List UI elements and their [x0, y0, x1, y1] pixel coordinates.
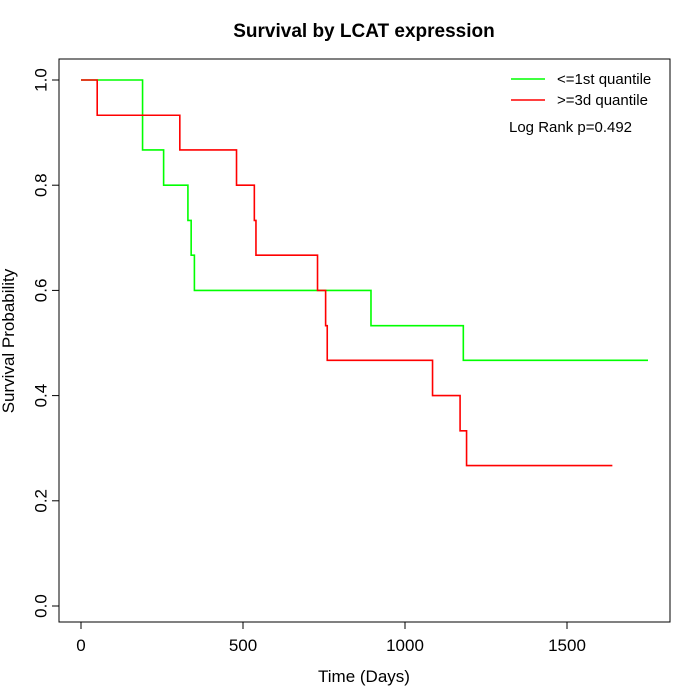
y-tick-label: 0.2: [31, 489, 50, 513]
legend: <=1st quantile >=3d quantile: [511, 71, 651, 109]
legend-label: >=3d quantile: [557, 92, 648, 109]
survival-curve-1: [81, 79, 648, 362]
y-tick-label: 0.0: [31, 594, 50, 618]
x-axis-label: Time (Days): [318, 667, 410, 686]
plot-frame: [58, 58, 671, 623]
x-tick-label: 1000: [386, 636, 424, 655]
y-axis-label: Survival Probability: [0, 268, 18, 413]
chart-title: Survival by LCAT expression: [233, 21, 495, 42]
survival-curves: [81, 79, 648, 467]
y-tick-label: 0.6: [31, 279, 50, 303]
x-tick-label: 1500: [548, 636, 586, 655]
y-tick-label: 0.8: [31, 173, 50, 197]
x-tick-label: 0: [76, 636, 85, 655]
y-axis: 0.0 0.2 0.4 0.6 0.8 1.0: [31, 68, 60, 618]
y-tick-label: 1.0: [31, 68, 50, 92]
survival-curve-2: [81, 79, 613, 467]
x-tick-label: 500: [229, 636, 257, 655]
log-rank-annotation: Log Rank p=0.492: [509, 119, 632, 136]
legend-label: <=1st quantile: [557, 71, 651, 88]
x-axis: 0 500 1000 1500: [76, 621, 586, 655]
y-tick-label: 0.4: [31, 384, 50, 408]
